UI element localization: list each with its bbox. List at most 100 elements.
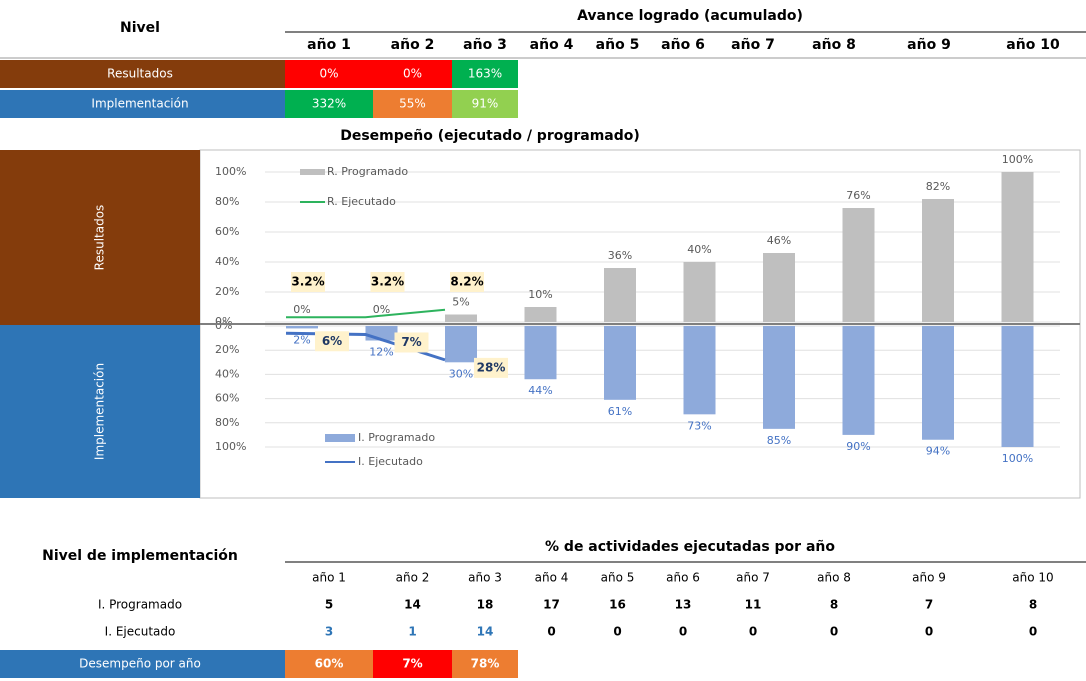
year-header: año 9 <box>912 571 946 585</box>
row-label-bg <box>0 90 285 118</box>
data-label: 73% <box>687 419 711 432</box>
year-header: año 2 <box>396 571 430 585</box>
data-label: 7% <box>401 335 421 349</box>
data-label: 30% <box>449 367 473 380</box>
data-label: 5% <box>452 296 469 309</box>
data-label: 85% <box>767 434 791 447</box>
row-label: I. Programado <box>98 598 182 612</box>
row-label-bg <box>0 60 285 88</box>
cell-value: 0 <box>830 625 838 639</box>
cell-bg <box>452 90 518 118</box>
cell-value: 332% <box>312 97 346 111</box>
year-header: año 9 <box>907 37 951 53</box>
row-label: Implementación <box>91 97 188 111</box>
bar <box>1001 172 1034 322</box>
cell-bg <box>285 650 373 678</box>
y-tick-label: 60% <box>215 225 239 238</box>
y2-tick-label: 80% <box>215 416 239 429</box>
y2-tick-label: 0% <box>215 319 232 332</box>
year-header: año 10 <box>1012 571 1053 585</box>
cell-value: 8 <box>830 598 838 612</box>
data-label: 46% <box>767 234 791 247</box>
cell-bg <box>452 60 518 88</box>
cell-value: 14 <box>404 598 421 612</box>
bar <box>604 326 636 400</box>
year-header: año 1 <box>312 571 346 585</box>
panel-bg <box>0 325 200 498</box>
cell-value: 0% <box>403 67 422 81</box>
y-tick-label: 100% <box>215 165 246 178</box>
data-label: 0% <box>293 303 310 316</box>
row-label: Resultados <box>107 67 173 81</box>
bar <box>842 208 875 322</box>
cell-value: 55% <box>399 97 426 111</box>
data-label: 44% <box>528 384 552 397</box>
y2-tick-label: 100% <box>215 440 246 453</box>
cell-value: 0 <box>749 625 757 639</box>
year-header: año 1 <box>307 37 351 53</box>
bar <box>524 326 557 380</box>
row-label-bg <box>0 650 285 678</box>
legend-label: I. Ejecutado <box>358 455 423 468</box>
cell-value: 78% <box>471 657 500 671</box>
year-header: año 8 <box>817 571 851 585</box>
row-label: Desempeño por año <box>79 657 201 671</box>
year-header: año 7 <box>731 37 775 53</box>
cell-value: 7% <box>402 657 422 671</box>
bar <box>683 262 716 322</box>
data-label-bg <box>450 272 484 292</box>
data-label-bg <box>370 272 405 292</box>
cell-value: 0 <box>925 625 933 639</box>
legend-label: R. Ejecutado <box>327 195 396 208</box>
data-label: 100% <box>1002 452 1033 465</box>
row-label: I. Ejecutado <box>105 625 176 639</box>
cell-value: 8 <box>1029 598 1037 612</box>
cell-value: 18 <box>477 598 494 612</box>
year-header: año 6 <box>661 37 705 53</box>
year-header: año 5 <box>596 37 640 53</box>
cell-value: 0% <box>319 67 338 81</box>
cell-value: 91% <box>472 97 499 111</box>
data-label: 12% <box>369 346 393 359</box>
cell-bg <box>373 650 452 678</box>
data-label-bg <box>291 272 325 292</box>
cell-bg <box>373 60 452 88</box>
panel-label: Implementación <box>93 363 107 460</box>
y2-tick-label: 20% <box>215 343 239 356</box>
bar <box>922 326 954 440</box>
cell-value: 0 <box>547 625 555 639</box>
year-header: año 4 <box>530 37 574 53</box>
year-header: año 10 <box>1006 37 1060 53</box>
cell-value: 1 <box>408 625 416 639</box>
year-header: año 3 <box>468 571 502 585</box>
avance-title: Avance logrado (acumulado) <box>577 8 803 24</box>
data-label: 100% <box>1002 153 1033 166</box>
cell-value: 17 <box>543 598 560 612</box>
actividades-title: % de actividades ejecutadas por año <box>545 539 835 555</box>
line <box>286 308 446 319</box>
cell-value: 16 <box>609 598 626 612</box>
bar <box>524 307 557 322</box>
y-tick-label: 80% <box>215 195 239 208</box>
bar <box>922 199 954 322</box>
panel-bg <box>0 150 200 325</box>
data-label: 90% <box>846 440 870 453</box>
cell-bg <box>285 90 373 118</box>
year-header: año 4 <box>535 571 569 585</box>
y2-tick-label: 60% <box>215 392 239 405</box>
cell-value: 7 <box>925 598 933 612</box>
data-label-bg <box>394 332 429 353</box>
data-label: 3.2% <box>291 275 324 289</box>
data-label: 61% <box>608 405 632 418</box>
bar <box>445 314 477 322</box>
chart-title: Desempeño (ejecutado / programado) <box>340 128 640 144</box>
data-label: 76% <box>846 189 870 202</box>
cell-value: 163% <box>468 67 502 81</box>
data-label: 36% <box>608 249 632 262</box>
cell-value: 13 <box>675 598 692 612</box>
cell-value: 11 <box>745 598 762 612</box>
data-label: 82% <box>926 180 950 193</box>
bar <box>763 253 795 322</box>
bar <box>683 326 716 415</box>
